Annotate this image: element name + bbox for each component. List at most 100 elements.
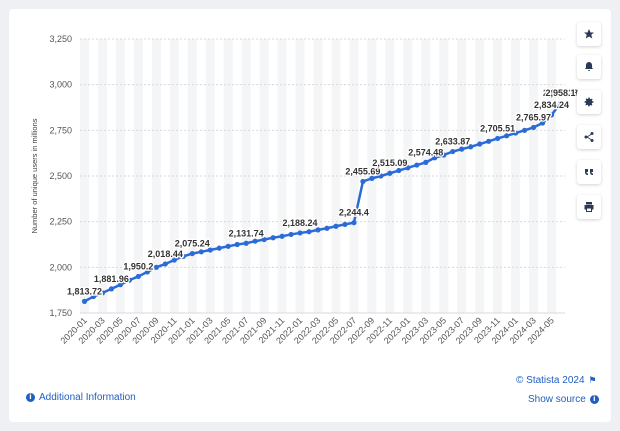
data-label: 2,244.4	[339, 208, 369, 218]
show-source-link[interactable]: Show source i	[528, 394, 599, 405]
data-point	[216, 245, 222, 251]
data-point	[459, 146, 465, 152]
data-point	[135, 273, 141, 280]
bell-icon	[585, 62, 593, 71]
data-label: 1,813.72	[67, 286, 102, 296]
data-point	[396, 167, 402, 174]
data-point	[288, 231, 294, 238]
background-band	[205, 39, 215, 313]
data-label: 2,765.97	[516, 112, 551, 122]
data-label: 2,574.48	[408, 147, 443, 157]
background-band	[547, 39, 557, 313]
data-point	[297, 230, 303, 236]
gear-icon	[584, 97, 594, 107]
data-point	[468, 144, 474, 150]
info-icon: i	[26, 393, 35, 402]
show-source-label: Show source	[528, 394, 586, 405]
data-point	[99, 290, 106, 296]
data-point	[557, 100, 564, 106]
y-tick-label: 1,750	[49, 308, 72, 318]
data-point	[360, 178, 366, 185]
data-label: 2,131.74	[229, 228, 264, 238]
data-point	[108, 286, 115, 292]
data-point	[521, 127, 528, 133]
y-axis-title: Number of unique users in millions	[30, 118, 39, 233]
data-point	[530, 124, 537, 131]
data-label: 1,950.2	[123, 261, 153, 271]
data-point	[504, 133, 510, 139]
data-point	[90, 293, 97, 300]
background-band	[331, 39, 341, 313]
data-label: 2,958.1	[545, 88, 575, 98]
background-band	[169, 39, 179, 313]
share-button[interactable]	[577, 125, 601, 149]
background-band	[439, 39, 449, 313]
additional-information-link[interactable]: i Additional Information	[26, 392, 136, 403]
data-point	[548, 112, 555, 118]
share-icon	[584, 132, 594, 142]
data-label: 2,455.69	[345, 166, 380, 176]
data-point	[315, 227, 321, 233]
chart-card: 1,750 2,000 2,250 2,500 2,750 3,000 3,250 Numbe…	[9, 9, 611, 422]
data-point	[234, 241, 240, 248]
data-point	[333, 223, 339, 229]
data-label: 1,881.96	[94, 274, 129, 284]
data-point	[351, 220, 357, 226]
background-band	[403, 39, 413, 313]
data-point	[369, 175, 375, 181]
data-label: 2,515.09	[372, 158, 407, 168]
background-band	[511, 39, 521, 313]
notification-button[interactable]	[577, 55, 601, 79]
data-point	[324, 225, 330, 231]
print-icon	[584, 202, 594, 212]
data-point	[252, 238, 258, 244]
data-point	[432, 155, 438, 161]
y-tick-label: 3,000	[49, 80, 72, 90]
y-tick-label: 2,750	[49, 125, 72, 135]
data-point	[171, 257, 177, 263]
data-point	[387, 170, 393, 176]
data-label: 2,898.28	[543, 88, 578, 98]
background-band	[241, 39, 251, 313]
settings-button[interactable]	[577, 90, 601, 114]
y-tick-label: 3,250	[49, 34, 72, 44]
quote-icon	[585, 169, 593, 175]
y-tick-label: 2,250	[49, 217, 72, 227]
data-label: 2,834.24	[534, 100, 569, 110]
print-button[interactable]	[577, 195, 601, 219]
data-point	[162, 261, 168, 267]
y-tick-label: 2,000	[49, 262, 72, 272]
background-band	[313, 39, 323, 313]
copyright-label: © Statista 2024	[516, 375, 585, 386]
data-point	[81, 298, 88, 304]
background-band	[475, 39, 485, 313]
data-point	[126, 277, 132, 283]
data-point	[495, 135, 501, 142]
y-tick-label: 2,500	[49, 171, 72, 181]
data-point	[243, 240, 249, 246]
data-point	[378, 173, 384, 179]
data-point	[450, 148, 456, 155]
data-point	[153, 264, 159, 270]
background-band	[133, 39, 143, 313]
data-point	[477, 141, 483, 147]
data-point	[180, 253, 186, 259]
data-point	[144, 269, 150, 275]
data-point	[306, 229, 312, 235]
info-icon: i	[589, 395, 599, 404]
data-point	[261, 236, 267, 243]
data-point	[414, 162, 420, 168]
data-point	[513, 130, 519, 136]
data-point	[117, 282, 124, 288]
data-point	[539, 120, 546, 126]
background-band	[97, 39, 107, 313]
data-label: 2,188.24	[283, 218, 318, 228]
data-label: 2,633.87	[435, 137, 470, 147]
copyright-link[interactable]: © Statista 2024 ⚑	[516, 375, 597, 386]
line-chart: 1,750 2,000 2,250 2,500 2,750 3,000 3,250 Numbe…	[30, 34, 579, 346]
cite-button[interactable]	[577, 160, 601, 184]
data-point	[207, 247, 213, 253]
data-point	[342, 221, 348, 228]
flag-icon: ⚑	[588, 375, 597, 385]
favorite-button[interactable]	[577, 22, 601, 46]
